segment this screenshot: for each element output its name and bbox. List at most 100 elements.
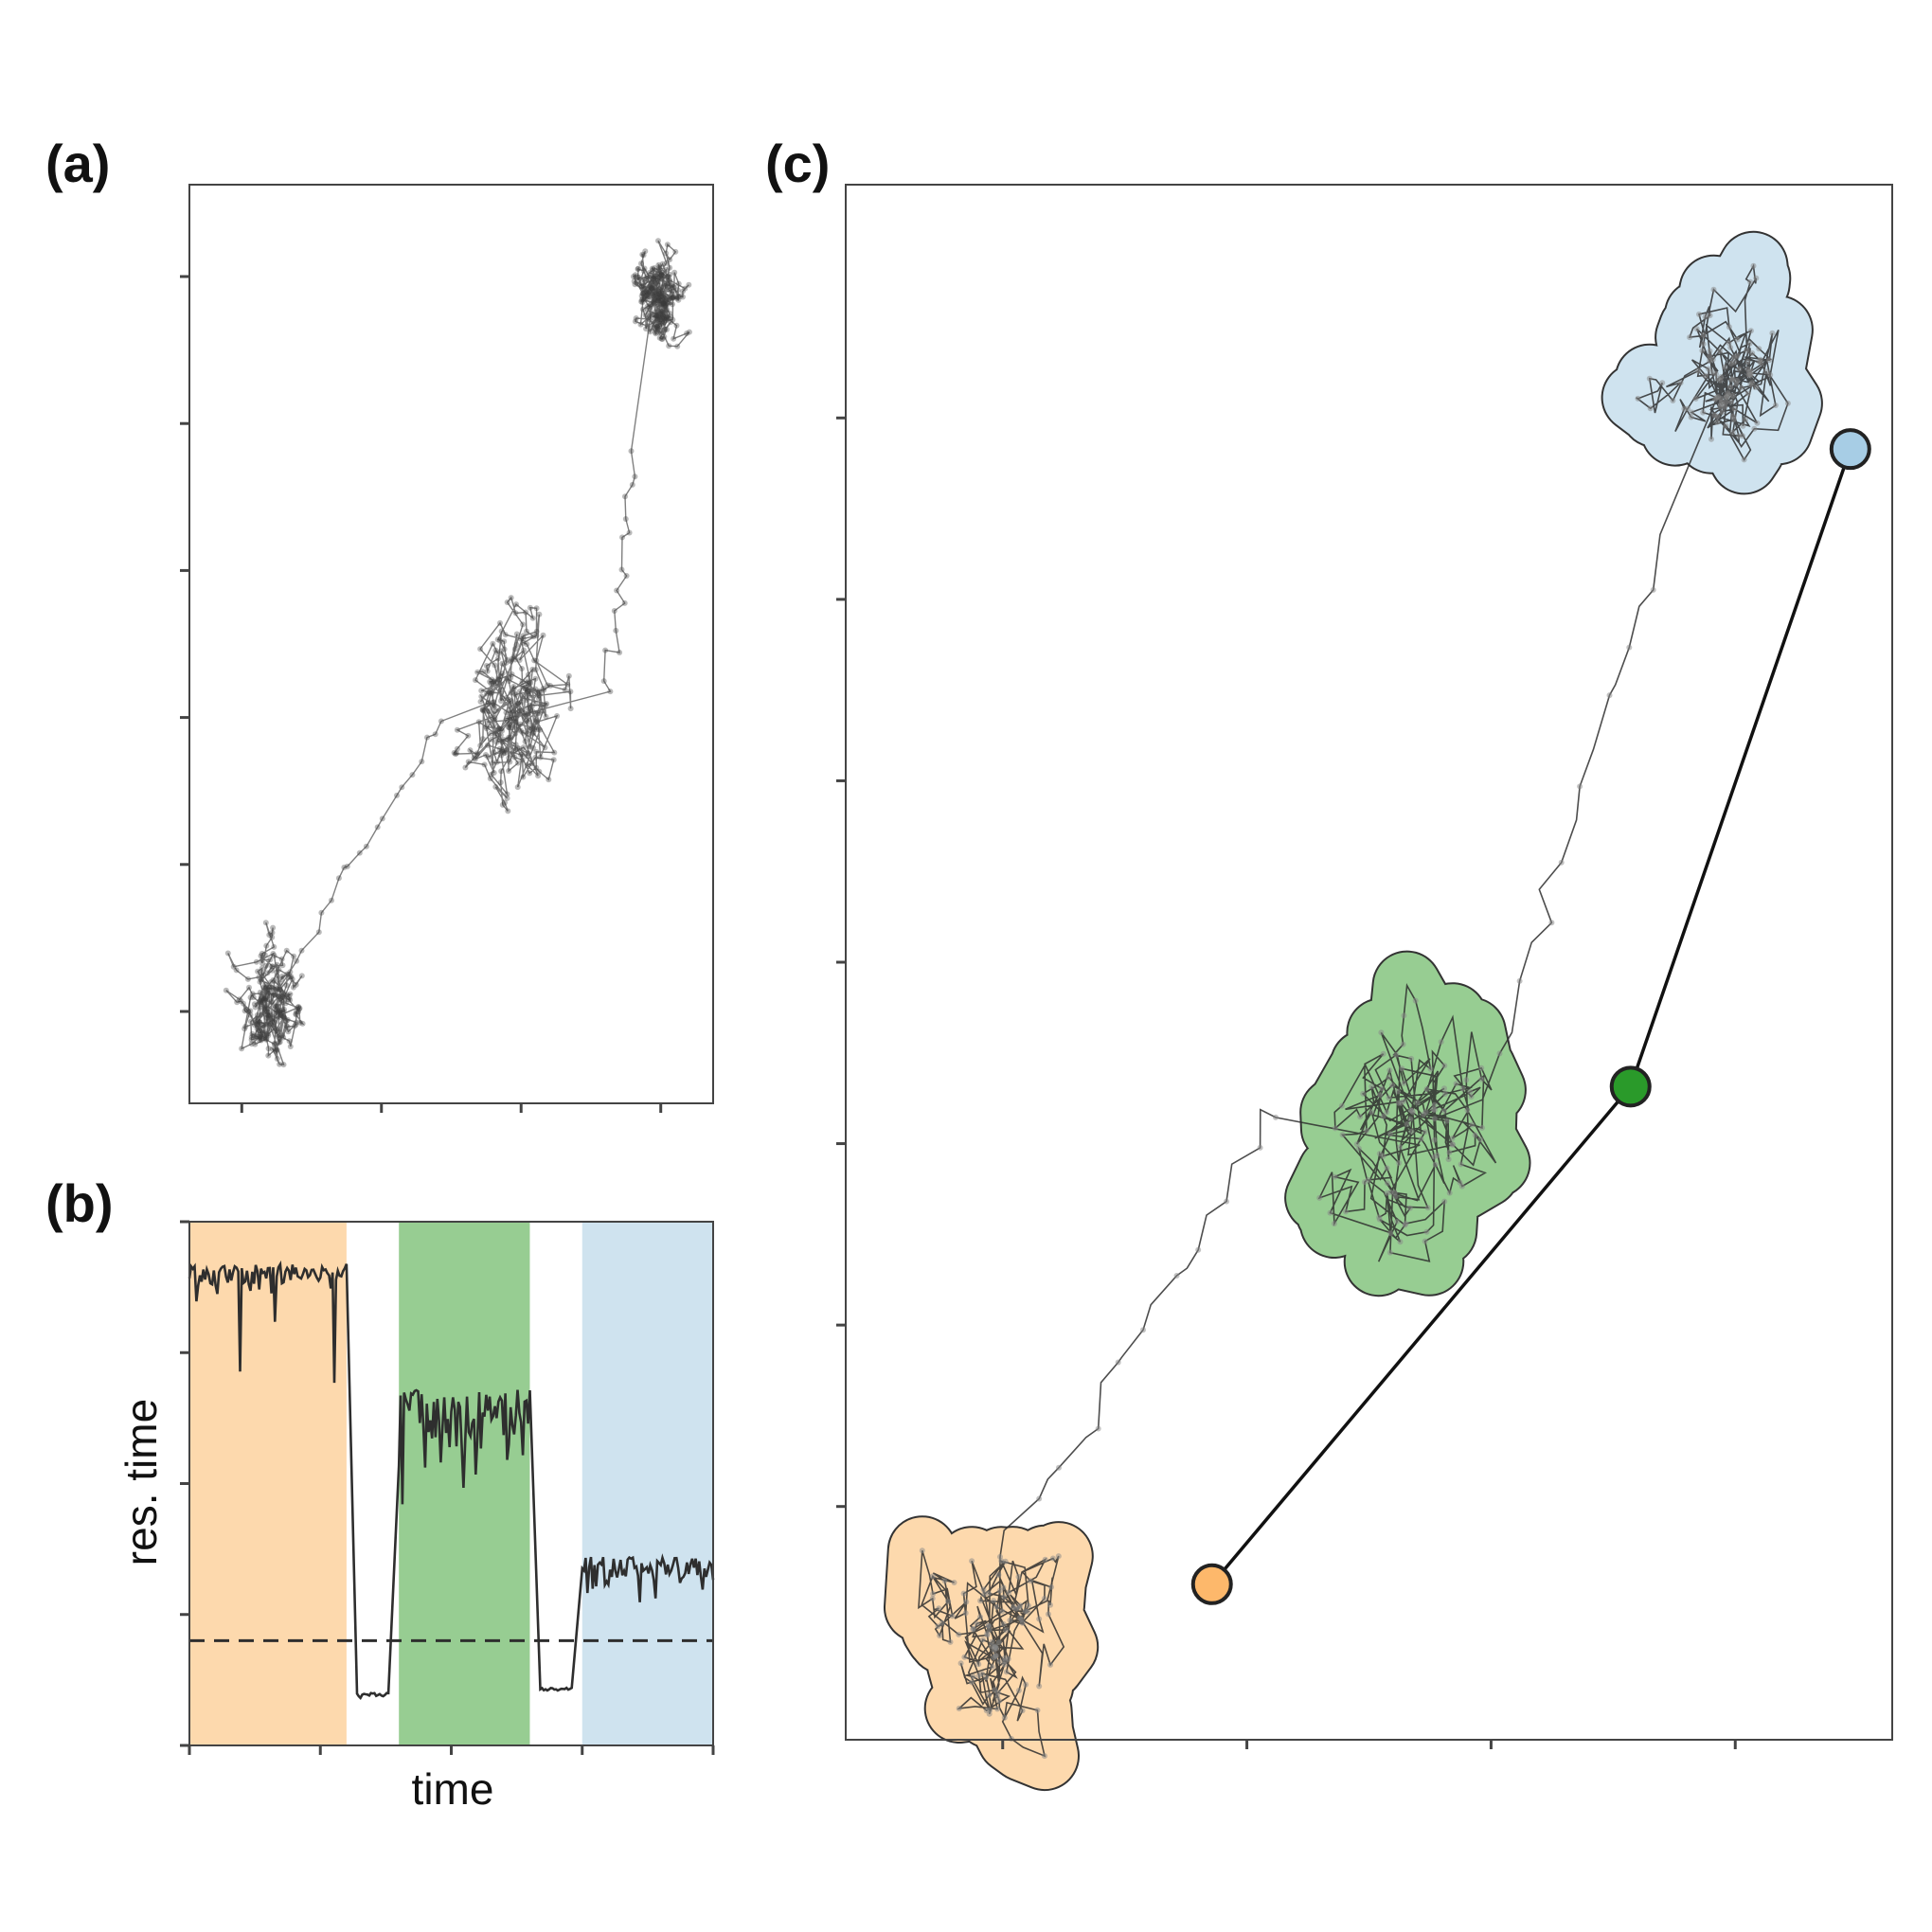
trajectory-point xyxy=(510,715,517,722)
trajectory-point xyxy=(492,717,498,724)
trajectory-point xyxy=(257,1035,263,1042)
trajectory-point xyxy=(268,998,275,1005)
trajectory-point xyxy=(494,655,501,662)
trajectory-point xyxy=(1421,1111,1427,1118)
trajectory-point xyxy=(529,730,536,737)
trajectory-point xyxy=(523,609,529,616)
trajectory-point xyxy=(263,984,270,991)
trajectory-point xyxy=(492,647,499,653)
trajectory-point xyxy=(1784,400,1791,406)
trajectory-point xyxy=(647,313,653,319)
trajectory-point xyxy=(1763,368,1770,375)
trajectory-point xyxy=(1365,1177,1371,1183)
trajectory-point xyxy=(244,975,251,982)
trajectory-point xyxy=(1446,1190,1453,1196)
trajectory-point xyxy=(658,301,665,307)
trajectory-point xyxy=(287,991,294,997)
trajectory-point xyxy=(259,950,265,957)
trajectory-point xyxy=(530,729,537,736)
trajectory-point xyxy=(652,279,658,286)
trajectory-point xyxy=(508,734,513,741)
trajectory-point xyxy=(674,295,680,301)
trajectory-point xyxy=(504,791,510,797)
trajectory-point xyxy=(255,1033,261,1040)
trajectory-point xyxy=(258,995,264,1002)
trajectory-point xyxy=(264,1030,271,1037)
trajectory-point xyxy=(656,271,663,277)
trajectory-point xyxy=(498,648,505,654)
residence-time-line xyxy=(188,1260,715,1701)
trajectory-point xyxy=(491,678,497,685)
trajectory-point xyxy=(273,1003,278,1010)
trajectory-point xyxy=(257,1004,263,1011)
trajectory-point xyxy=(262,997,269,1004)
trajectory-point xyxy=(654,271,661,277)
trajectory-point xyxy=(1449,1136,1456,1142)
trajectory-point xyxy=(1376,1216,1383,1223)
trajectory-point xyxy=(258,993,264,1000)
trajectory-point xyxy=(642,248,649,255)
trajectory-point xyxy=(1384,1109,1390,1116)
trajectory-point xyxy=(520,635,527,642)
trajectory-point xyxy=(1729,429,1736,436)
trajectory-point xyxy=(1387,1190,1394,1195)
trajectory-point xyxy=(287,1044,294,1049)
trajectory-point xyxy=(662,313,669,320)
trajectory-point xyxy=(510,724,516,730)
trajectory-point xyxy=(1402,1222,1408,1228)
trajectory-point xyxy=(986,1590,992,1597)
trajectory-point xyxy=(239,1046,245,1052)
trajectory-point xyxy=(658,293,665,299)
trajectory-point xyxy=(1646,375,1653,382)
trajectory-point xyxy=(504,599,510,605)
trajectory-point xyxy=(488,681,494,687)
trajectory-point xyxy=(483,707,490,714)
trajectory-point xyxy=(1726,392,1732,399)
trajectory-point xyxy=(505,736,511,742)
trajectory-point xyxy=(650,297,656,304)
trajectory-point xyxy=(660,284,667,291)
trajectory-point xyxy=(686,281,692,288)
trajectory-point xyxy=(257,1025,263,1031)
trajectory-point xyxy=(495,651,501,657)
trajectory-point xyxy=(665,300,671,307)
trajectory-point xyxy=(498,768,505,775)
trajectory-point xyxy=(659,276,666,282)
trajectory-point xyxy=(265,1046,272,1052)
trajectory-point xyxy=(272,1028,278,1034)
trajectory-point xyxy=(936,1605,942,1612)
trajectory-point xyxy=(1744,347,1750,353)
trajectory-point xyxy=(930,1591,937,1597)
trajectory-point xyxy=(264,990,271,996)
trajectory-point xyxy=(269,1019,276,1026)
trajectory-point xyxy=(263,989,270,995)
trajectory-point xyxy=(664,316,671,323)
trajectory-point xyxy=(660,299,667,306)
trajectory-point xyxy=(651,276,657,281)
trajectory-point xyxy=(657,321,664,327)
trajectory-point xyxy=(638,293,645,299)
trajectory-point xyxy=(653,323,660,330)
trajectory-point xyxy=(994,1693,1001,1700)
trajectory-point xyxy=(654,303,661,310)
trajectory-point xyxy=(509,751,515,758)
trajectory-point xyxy=(1387,1131,1393,1137)
trajectory-point xyxy=(986,1710,993,1717)
trajectory-point xyxy=(656,266,663,273)
trajectory-point xyxy=(295,1004,301,1011)
trajectory-point xyxy=(486,699,492,706)
trajectory-point xyxy=(257,1034,263,1041)
trajectory-point xyxy=(667,277,673,284)
trajectory-point xyxy=(246,984,252,991)
trajectory-point xyxy=(292,1023,298,1029)
trajectory-point xyxy=(659,312,666,318)
trajectory-point xyxy=(652,292,658,298)
trajectory-point xyxy=(656,301,663,308)
trajectory-point xyxy=(1036,1683,1043,1690)
trajectory-point xyxy=(491,723,497,728)
trajectory-point xyxy=(508,595,514,601)
trajectory-point xyxy=(257,978,263,985)
trajectory-point xyxy=(266,1027,273,1033)
trajectory-point xyxy=(270,986,277,993)
